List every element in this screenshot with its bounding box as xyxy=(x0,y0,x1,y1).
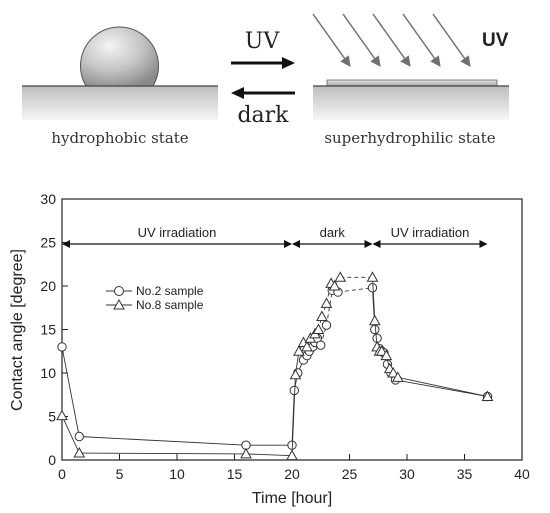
hydrophobic-caption: hydrophobic state xyxy=(51,129,188,147)
x-axis-title: Time [hour] xyxy=(252,490,332,507)
legend-label-no2: No.2 sample xyxy=(136,284,204,298)
series-line-segment xyxy=(337,287,373,293)
uv-ray xyxy=(372,13,411,67)
x-tick-label: 40 xyxy=(514,466,530,482)
data-point-triangle xyxy=(293,345,305,356)
uv-rays xyxy=(312,13,471,67)
data-point-triangle xyxy=(334,271,347,282)
data-point-triangle xyxy=(380,349,393,361)
series-triangle xyxy=(56,271,494,461)
phase-arrowhead-right xyxy=(479,240,488,248)
illustration: hydrophobic state UV dark UV superhy xyxy=(22,13,509,147)
series-line-segment xyxy=(291,390,295,446)
x-tick-label: 30 xyxy=(399,466,415,482)
series-line-segment xyxy=(395,379,488,397)
data-point-triangle xyxy=(240,447,252,459)
x-tick-label: 0 xyxy=(58,466,66,482)
water-film xyxy=(326,79,498,87)
x-tick-label: 25 xyxy=(342,466,358,482)
series-line-segment xyxy=(291,374,296,456)
uv-ray xyxy=(402,13,441,67)
data-point-triangle xyxy=(286,449,298,461)
data-point-triangle xyxy=(391,371,404,382)
data-point-circle xyxy=(57,342,67,352)
y-tick-label: 15 xyxy=(40,322,56,338)
y-axis: 0 5 10 15 20 25 30 xyxy=(40,191,68,468)
uv-bold-label: UV xyxy=(482,30,509,51)
phase-arrowhead-right xyxy=(284,240,292,248)
superhydrophilic-panel: UV superhydrophilic state xyxy=(312,13,509,147)
phase-label: UV irradiation xyxy=(391,225,470,240)
y-tick-label: 30 xyxy=(40,191,56,207)
droplet xyxy=(80,26,159,87)
phase-arrowhead-left xyxy=(372,240,381,248)
phase-label: dark xyxy=(320,225,346,240)
phase-label: UV irradiation xyxy=(138,225,217,240)
legend-label-no8: No.8 sample xyxy=(136,298,204,312)
y-tick-label: 25 xyxy=(40,235,56,251)
superhydrophilic-substrate xyxy=(313,86,509,120)
x-tick-label: 35 xyxy=(457,466,473,482)
data-point-circle xyxy=(74,431,84,442)
x-axis: 0 5 10 15 20 25 30 35 40 xyxy=(58,454,530,482)
x-tick-label: 10 xyxy=(169,466,185,482)
y-axis-title: Contact angle [degree] xyxy=(9,249,26,411)
hydrophobic-substrate xyxy=(22,86,218,120)
data-point-circle xyxy=(321,320,332,330)
phase-annotations: UV irradiation dark UV irradiation xyxy=(62,225,488,248)
uv-arrow-label: UV xyxy=(245,29,281,54)
x-tick-label: 15 xyxy=(227,466,243,482)
series-line-segment xyxy=(372,277,376,321)
dark-backward-arrow-head xyxy=(231,87,244,99)
x-tick-label: 5 xyxy=(116,466,124,482)
dark-arrow-label: dark xyxy=(237,103,289,128)
x-tick-label: 20 xyxy=(284,466,300,482)
series-line-segment xyxy=(245,453,293,457)
series-line-segment xyxy=(79,436,247,446)
y-tick-label: 10 xyxy=(40,365,56,381)
data-point-circle xyxy=(370,324,380,335)
data-point-triangle xyxy=(312,323,325,334)
data-point-circle xyxy=(316,340,326,350)
data-point-triangle xyxy=(301,340,313,352)
uv-ray xyxy=(312,13,351,67)
series-line-segment xyxy=(61,346,80,437)
data-point-triangle xyxy=(387,366,400,378)
y-tick-label: 0 xyxy=(48,452,56,468)
legend: No.2 sample No.8 sample xyxy=(106,284,204,312)
uv-ray xyxy=(432,13,471,67)
uv-ray xyxy=(342,13,381,67)
series-line-segment xyxy=(79,452,247,455)
data-point-triangle xyxy=(328,279,341,291)
superhydrophilic-caption: superhydrophilic state xyxy=(324,129,495,147)
series-line-segment xyxy=(61,415,80,454)
series-layer xyxy=(56,271,494,461)
data-point-triangle xyxy=(316,310,328,321)
data-point-triangle xyxy=(73,447,86,458)
series-line-segment xyxy=(397,376,488,397)
data-point-triangle xyxy=(56,409,68,421)
phase-arrowhead-left xyxy=(292,240,300,248)
transition-arrows: UV dark xyxy=(231,29,295,128)
contact-angle-chart: 0 5 10 15 20 25 30 0 5 10 15 20 25 30 35 40 UV irradia… xyxy=(9,191,530,507)
data-point-triangle xyxy=(368,314,381,326)
phase-arrowhead-left xyxy=(62,240,70,248)
data-point-triangle xyxy=(320,297,333,308)
hydrophobic-panel: hydrophobic state xyxy=(22,26,218,147)
legend-marker-triangle xyxy=(113,298,125,310)
data-point-triangle xyxy=(375,345,388,356)
y-tick-label: 20 xyxy=(40,278,56,294)
legend-marker-circle xyxy=(114,286,124,296)
phase-arrowhead-right xyxy=(364,240,373,248)
data-point-triangle xyxy=(289,368,302,380)
data-point-triangle xyxy=(366,271,379,282)
data-point-triangle xyxy=(481,390,494,401)
uv-forward-arrow-head xyxy=(282,57,295,69)
y-tick-label: 5 xyxy=(48,409,56,425)
